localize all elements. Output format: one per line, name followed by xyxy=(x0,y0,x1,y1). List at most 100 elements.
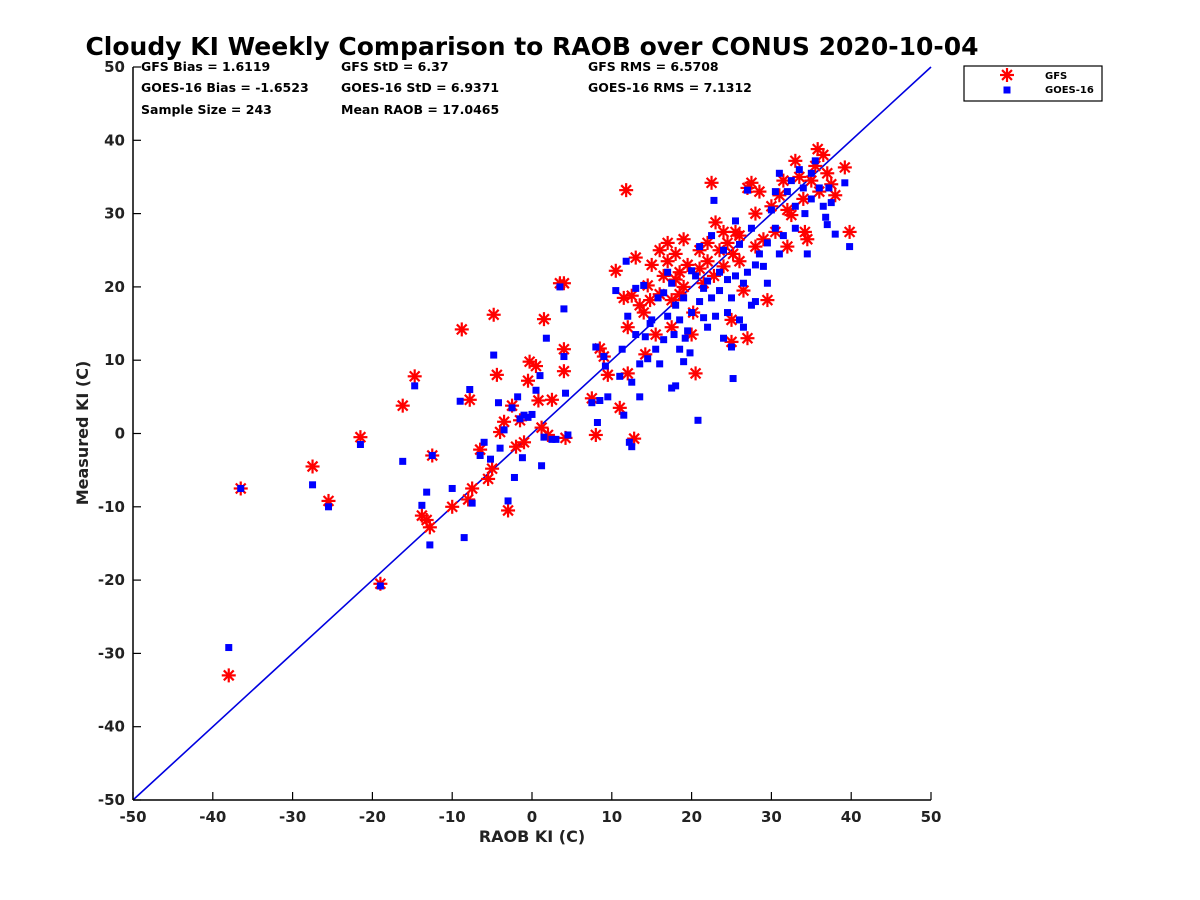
x-tick-label: 10 xyxy=(601,808,622,826)
goes16-point xyxy=(376,582,384,590)
gfs-point xyxy=(644,257,659,272)
gfs-point xyxy=(748,206,763,221)
legend-goes16-square xyxy=(1003,86,1011,94)
goes16-point xyxy=(783,188,791,196)
goes16-point xyxy=(720,246,728,254)
goes16-point xyxy=(771,188,779,196)
gfs-point xyxy=(489,367,504,382)
goes16-point xyxy=(787,177,795,185)
stat-text: GOES-16 StD = 6.9371 xyxy=(341,80,499,95)
goes16-point xyxy=(542,334,550,342)
goes16-point xyxy=(660,289,668,297)
goes16-point xyxy=(704,277,712,285)
y-tick-label: 0 xyxy=(115,425,125,443)
gfs-point xyxy=(837,160,852,175)
goes16-point xyxy=(791,202,799,210)
goes16-point xyxy=(428,451,436,459)
stat-text: GOES-16 RMS = 7.1312 xyxy=(588,80,752,95)
gfs-point xyxy=(221,668,236,683)
gfs-point xyxy=(700,235,715,250)
gfs-point xyxy=(422,520,437,535)
goes16-point xyxy=(803,250,811,258)
goes16-point xyxy=(716,287,724,295)
legend-gfs-asterisk xyxy=(1000,68,1014,82)
gfs-point xyxy=(692,261,707,276)
stat-text: GFS Bias = 1.6119 xyxy=(141,59,270,74)
goes16-point xyxy=(696,298,704,306)
goes16-point xyxy=(490,351,498,359)
goes16-point xyxy=(708,232,716,240)
gfs-point xyxy=(660,235,675,250)
goes16-point xyxy=(811,157,819,165)
goes16-point xyxy=(681,334,689,342)
goes16-point xyxy=(460,534,468,542)
axes: -50 -40 -30 -20 -10 0 10 20 30 40 50 -50 -40 -30 -20 -1… xyxy=(98,58,942,826)
gfs-point xyxy=(820,166,835,181)
gfs-point xyxy=(501,503,516,518)
gfs-point xyxy=(828,188,843,203)
goes16-point xyxy=(628,443,636,451)
y-tick-label: -50 xyxy=(98,791,125,809)
stat-text: GFS RMS = 6.5708 xyxy=(588,59,719,74)
goes16-point xyxy=(448,484,456,492)
x-tick-label: -30 xyxy=(279,808,306,826)
gfs-point xyxy=(732,228,747,243)
goes16-point xyxy=(648,316,656,324)
goes16-point xyxy=(646,320,654,328)
goes16-point xyxy=(596,397,604,405)
goes16-point xyxy=(799,184,807,192)
goes16-point xyxy=(494,399,502,407)
gfs-point xyxy=(676,232,691,247)
gfs-point xyxy=(744,175,759,190)
goes16-point xyxy=(411,382,419,390)
goes16-point xyxy=(728,294,735,302)
chart-title: Cloudy KI Weekly Comparison to RAOB over… xyxy=(85,32,978,61)
gfs-point xyxy=(756,232,771,247)
gfs-point xyxy=(485,461,500,476)
goes16-point xyxy=(759,262,767,270)
gfs-point xyxy=(536,312,551,327)
goes16-point xyxy=(540,433,548,441)
goes16-point xyxy=(564,431,572,439)
goes16-point xyxy=(496,444,504,452)
goes16-point xyxy=(520,411,528,419)
goes16-point xyxy=(514,393,522,401)
goes16-point xyxy=(556,283,564,291)
goes16-point xyxy=(771,224,779,232)
goes16-point xyxy=(592,343,600,351)
goes16-point xyxy=(676,345,684,353)
goes16-point xyxy=(731,217,739,225)
gfs-point xyxy=(486,307,501,322)
goes16-point xyxy=(795,166,803,174)
gfs-point xyxy=(780,239,795,254)
x-tick-label: -10 xyxy=(439,808,466,826)
gfs-point xyxy=(716,224,731,239)
goes16-point xyxy=(309,481,317,489)
goes16-point xyxy=(841,179,849,187)
goes16-point xyxy=(696,243,704,251)
goes16-point xyxy=(632,331,640,339)
x-tick-label: -50 xyxy=(119,808,146,826)
gfs-point xyxy=(816,147,831,162)
goes16-point xyxy=(831,230,839,238)
goes16-point xyxy=(664,312,672,320)
gfs-point xyxy=(454,322,469,337)
goes16-point xyxy=(487,455,495,463)
gfs-point xyxy=(620,320,635,335)
goes16-point xyxy=(668,279,676,287)
goes16-point xyxy=(807,195,815,203)
y-tick-label: 30 xyxy=(104,205,125,223)
gfs-point xyxy=(720,235,735,250)
goes16-point xyxy=(751,298,759,306)
goes16-point xyxy=(700,314,708,322)
goes16-point xyxy=(456,397,464,405)
goes16-point xyxy=(536,372,544,380)
goes16-point xyxy=(747,301,755,309)
gfs-point xyxy=(305,459,320,474)
goes16-point xyxy=(641,333,649,341)
goes16-point xyxy=(807,169,815,177)
legend: GFS GOES-16 xyxy=(963,65,1103,102)
goes16-point xyxy=(640,281,648,289)
